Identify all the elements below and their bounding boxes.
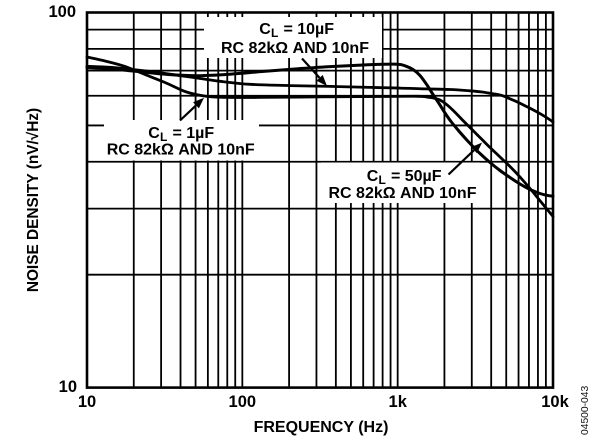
svg-text:NOISE DENSITY (nV/√Hz): NOISE DENSITY (nV/√Hz) [25,108,42,292]
svg-text:L: L [271,26,278,40]
svg-text:= 1µF: = 1µF [168,125,214,142]
svg-text:04500-043: 04500-043 [580,385,591,435]
svg-text:RC 82kΩ AND 10nF: RC 82kΩ AND 10nF [329,185,477,202]
svg-text:10: 10 [78,393,96,411]
svg-text:100: 100 [48,3,76,21]
svg-text:1k: 1k [389,393,408,411]
svg-text:L: L [379,173,386,187]
svg-text:= 50µF: = 50µF [387,168,442,185]
svg-text:L: L [160,130,167,144]
svg-text:RC 82kΩ AND 10nF: RC 82kΩ AND 10nF [107,142,255,159]
svg-text:FREQUENCY (Hz): FREQUENCY (Hz) [254,419,389,436]
svg-text:10: 10 [59,378,77,396]
svg-text:10k: 10k [541,393,569,411]
svg-text:100: 100 [229,393,257,411]
svg-text:C: C [148,125,160,142]
svg-text:C: C [367,168,379,185]
svg-text:= 10µF: = 10µF [279,21,334,38]
svg-text:RC 82kΩ AND 10nF: RC 82kΩ AND 10nF [221,40,369,57]
svg-text:C: C [259,21,271,38]
